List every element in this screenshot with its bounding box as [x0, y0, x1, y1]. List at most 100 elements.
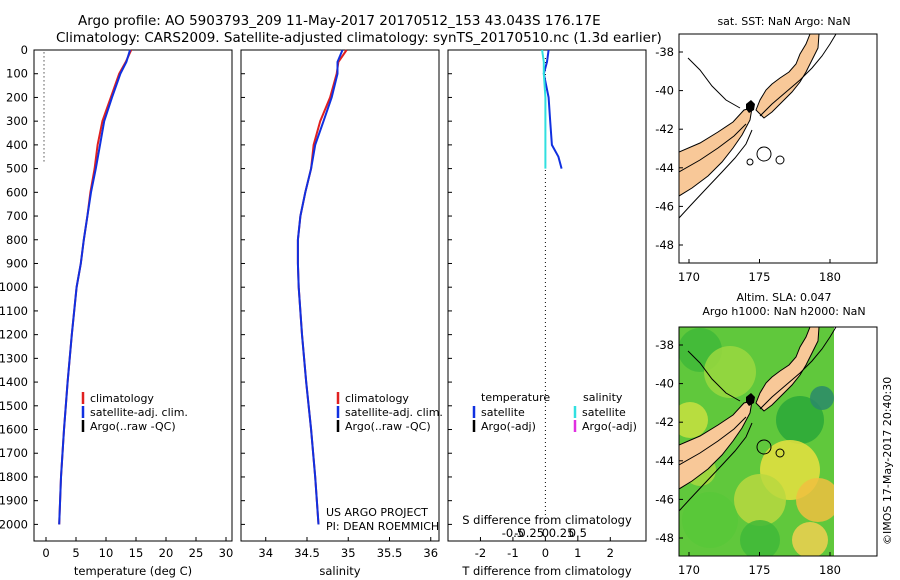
sla-map: -38 -40 -42 -44 -46 -48 170 175 180 [655, 326, 878, 577]
lat-tick-label: -40 [655, 84, 674, 98]
s-diff-tick-label: -0.5 [502, 526, 524, 540]
lat-tick-label: -44 [655, 161, 674, 175]
sla-coastal-contour [679, 350, 747, 466]
salinity-xlabel: salinity [319, 564, 360, 578]
temperature-axes: 0100200300400500600700800900100011001200… [0, 43, 233, 560]
sst-bathymetry-contour [679, 34, 837, 219]
lon-tick-label: 170 [678, 270, 700, 284]
sla-anomaly-patch [740, 520, 780, 556]
y-tick-label: 1300 [0, 351, 28, 365]
temperature-xlabel: temperature (deg C) [74, 564, 192, 578]
sst-seamount-contour [746, 158, 754, 166]
salinity-legend: climatology satellite-adj. clim. Argo(..… [336, 392, 443, 433]
lat-tick-label: -48 [655, 238, 674, 252]
series-line-satellite-adj-clim- [58, 49, 131, 525]
lat-tick-label: -42 [655, 415, 674, 429]
south-island-land [679, 107, 753, 197]
sla-anomaly-patch [734, 474, 786, 526]
series-line-salinity-satellite [541, 49, 547, 169]
y-tick-label: 600 [6, 185, 28, 199]
salinity-panel-frame [240, 49, 440, 542]
series-line-temperature-satellite [542, 49, 563, 169]
lat-tick-label: -42 [655, 122, 674, 136]
legend-argo-label: Argo(..raw -QC) [345, 420, 431, 433]
x-tick-label: 10 [99, 546, 114, 560]
chart-marks [58, 49, 563, 525]
x-tick-label: 5 [72, 546, 79, 560]
sst-map-title: sat. SST: NaN Argo: NaN [717, 15, 850, 28]
difference-panel-frame [447, 49, 647, 542]
salinity-axes: 34 34.5 35 35.5 36 [241, 49, 438, 560]
x-tick-label: 30 [219, 546, 234, 560]
difference-xlabel-sal: S difference from climatology [462, 513, 632, 527]
difference-xlabel-temp: T difference from climatology [461, 564, 632, 578]
lat-tick-label: -46 [655, 492, 674, 506]
y-tick-label: 1700 [0, 446, 28, 460]
lat-tick-label: -38 [655, 45, 674, 59]
sst-seamount-contour [775, 155, 785, 165]
legend-climatology-label: climatology [90, 392, 154, 405]
y-tick-label: 700 [6, 209, 28, 223]
sla-map-title-2: Argo h1000: NaN h2000: NaN [702, 305, 865, 318]
sla-map-title-1: Altim. SLA: 0.047 [736, 291, 831, 304]
legend-argo-label: Argo(..raw -QC) [90, 420, 176, 433]
y-tick-label: 900 [6, 256, 28, 270]
x-tick-label: 34.5 [294, 546, 320, 560]
y-tick-label: 2000 [0, 517, 28, 531]
difference-axes: -2 -1 0 1 2-0.5-0.250 0.250.5 [448, 49, 614, 560]
y-tick-label: 1900 [0, 494, 28, 508]
lat-tick-label: -40 [655, 377, 674, 391]
lat-tick-label: -38 [655, 338, 674, 352]
lon-tick-label: 175 [749, 563, 771, 577]
x-tick-label: 0 [542, 546, 549, 560]
legend-climatology-label: climatology [345, 392, 409, 405]
legend-temp-satellite-label: satellite [481, 406, 525, 419]
sst-map-frame [678, 33, 878, 264]
lon-tick-label: 170 [678, 563, 700, 577]
y-tick-label: 400 [6, 138, 28, 152]
s-diff-tick-label: 0.25 [549, 526, 575, 540]
north-island-land [755, 34, 820, 119]
sst-seamount-contour [756, 146, 772, 162]
credit-pi: PI: DEAN ROEMMICH [326, 520, 439, 533]
sla-bathymetry-contour [679, 327, 837, 512]
legend-satellite-label: satellite-adj. clim. [90, 406, 188, 419]
x-tick-label: 34 [258, 546, 273, 560]
lon-tick-label: 175 [749, 270, 771, 284]
series-line-satellite-adj-clim- [296, 49, 344, 525]
sla-argo-float-marker [746, 393, 755, 406]
x-tick-label: 25 [189, 546, 204, 560]
s-diff-tick-label: 0.5 [569, 526, 587, 540]
sst-coastal-contour [679, 57, 747, 173]
legend-temp-argo-label: Argo(-adj) [481, 420, 536, 433]
x-tick-label: 1 [574, 546, 581, 560]
sla-anomaly-patch [679, 402, 708, 438]
sla-map-frame [678, 326, 878, 557]
lat-tick-label: -44 [655, 454, 674, 468]
legend-salinity-header: salinity [583, 391, 623, 404]
legend-sal-argo-label: Argo(-adj) [582, 420, 637, 433]
sst-argo-float-marker [746, 100, 755, 113]
x-tick-label: 20 [159, 546, 174, 560]
y-tick-label: 500 [6, 162, 28, 176]
y-tick-label: 1100 [0, 304, 28, 318]
y-tick-label: 1800 [0, 470, 28, 484]
north-island-land [755, 327, 820, 412]
sla-anomaly-patch [776, 396, 824, 444]
x-tick-label: 35 [341, 546, 356, 560]
imos-timestamp: ©IMOS 17-May-2017 20:40:30 [881, 377, 894, 545]
series-line-climatology [296, 49, 348, 525]
temperature-panel-frame [33, 49, 233, 542]
y-tick-label: 1200 [0, 328, 28, 342]
s-diff-tick-label: 0 [542, 526, 549, 540]
sla-anomaly-patch [810, 386, 834, 410]
sla-anomaly-patch [792, 522, 828, 556]
y-tick-label: 1000 [0, 280, 28, 294]
sla-anomaly-patch [796, 478, 840, 522]
sla-seamount-contour [775, 448, 785, 458]
sla-no-data-area [834, 327, 877, 556]
y-tick-label: 0 [21, 43, 28, 57]
x-tick-label: 36 [423, 546, 438, 560]
y-tick-label: 1600 [0, 423, 28, 437]
